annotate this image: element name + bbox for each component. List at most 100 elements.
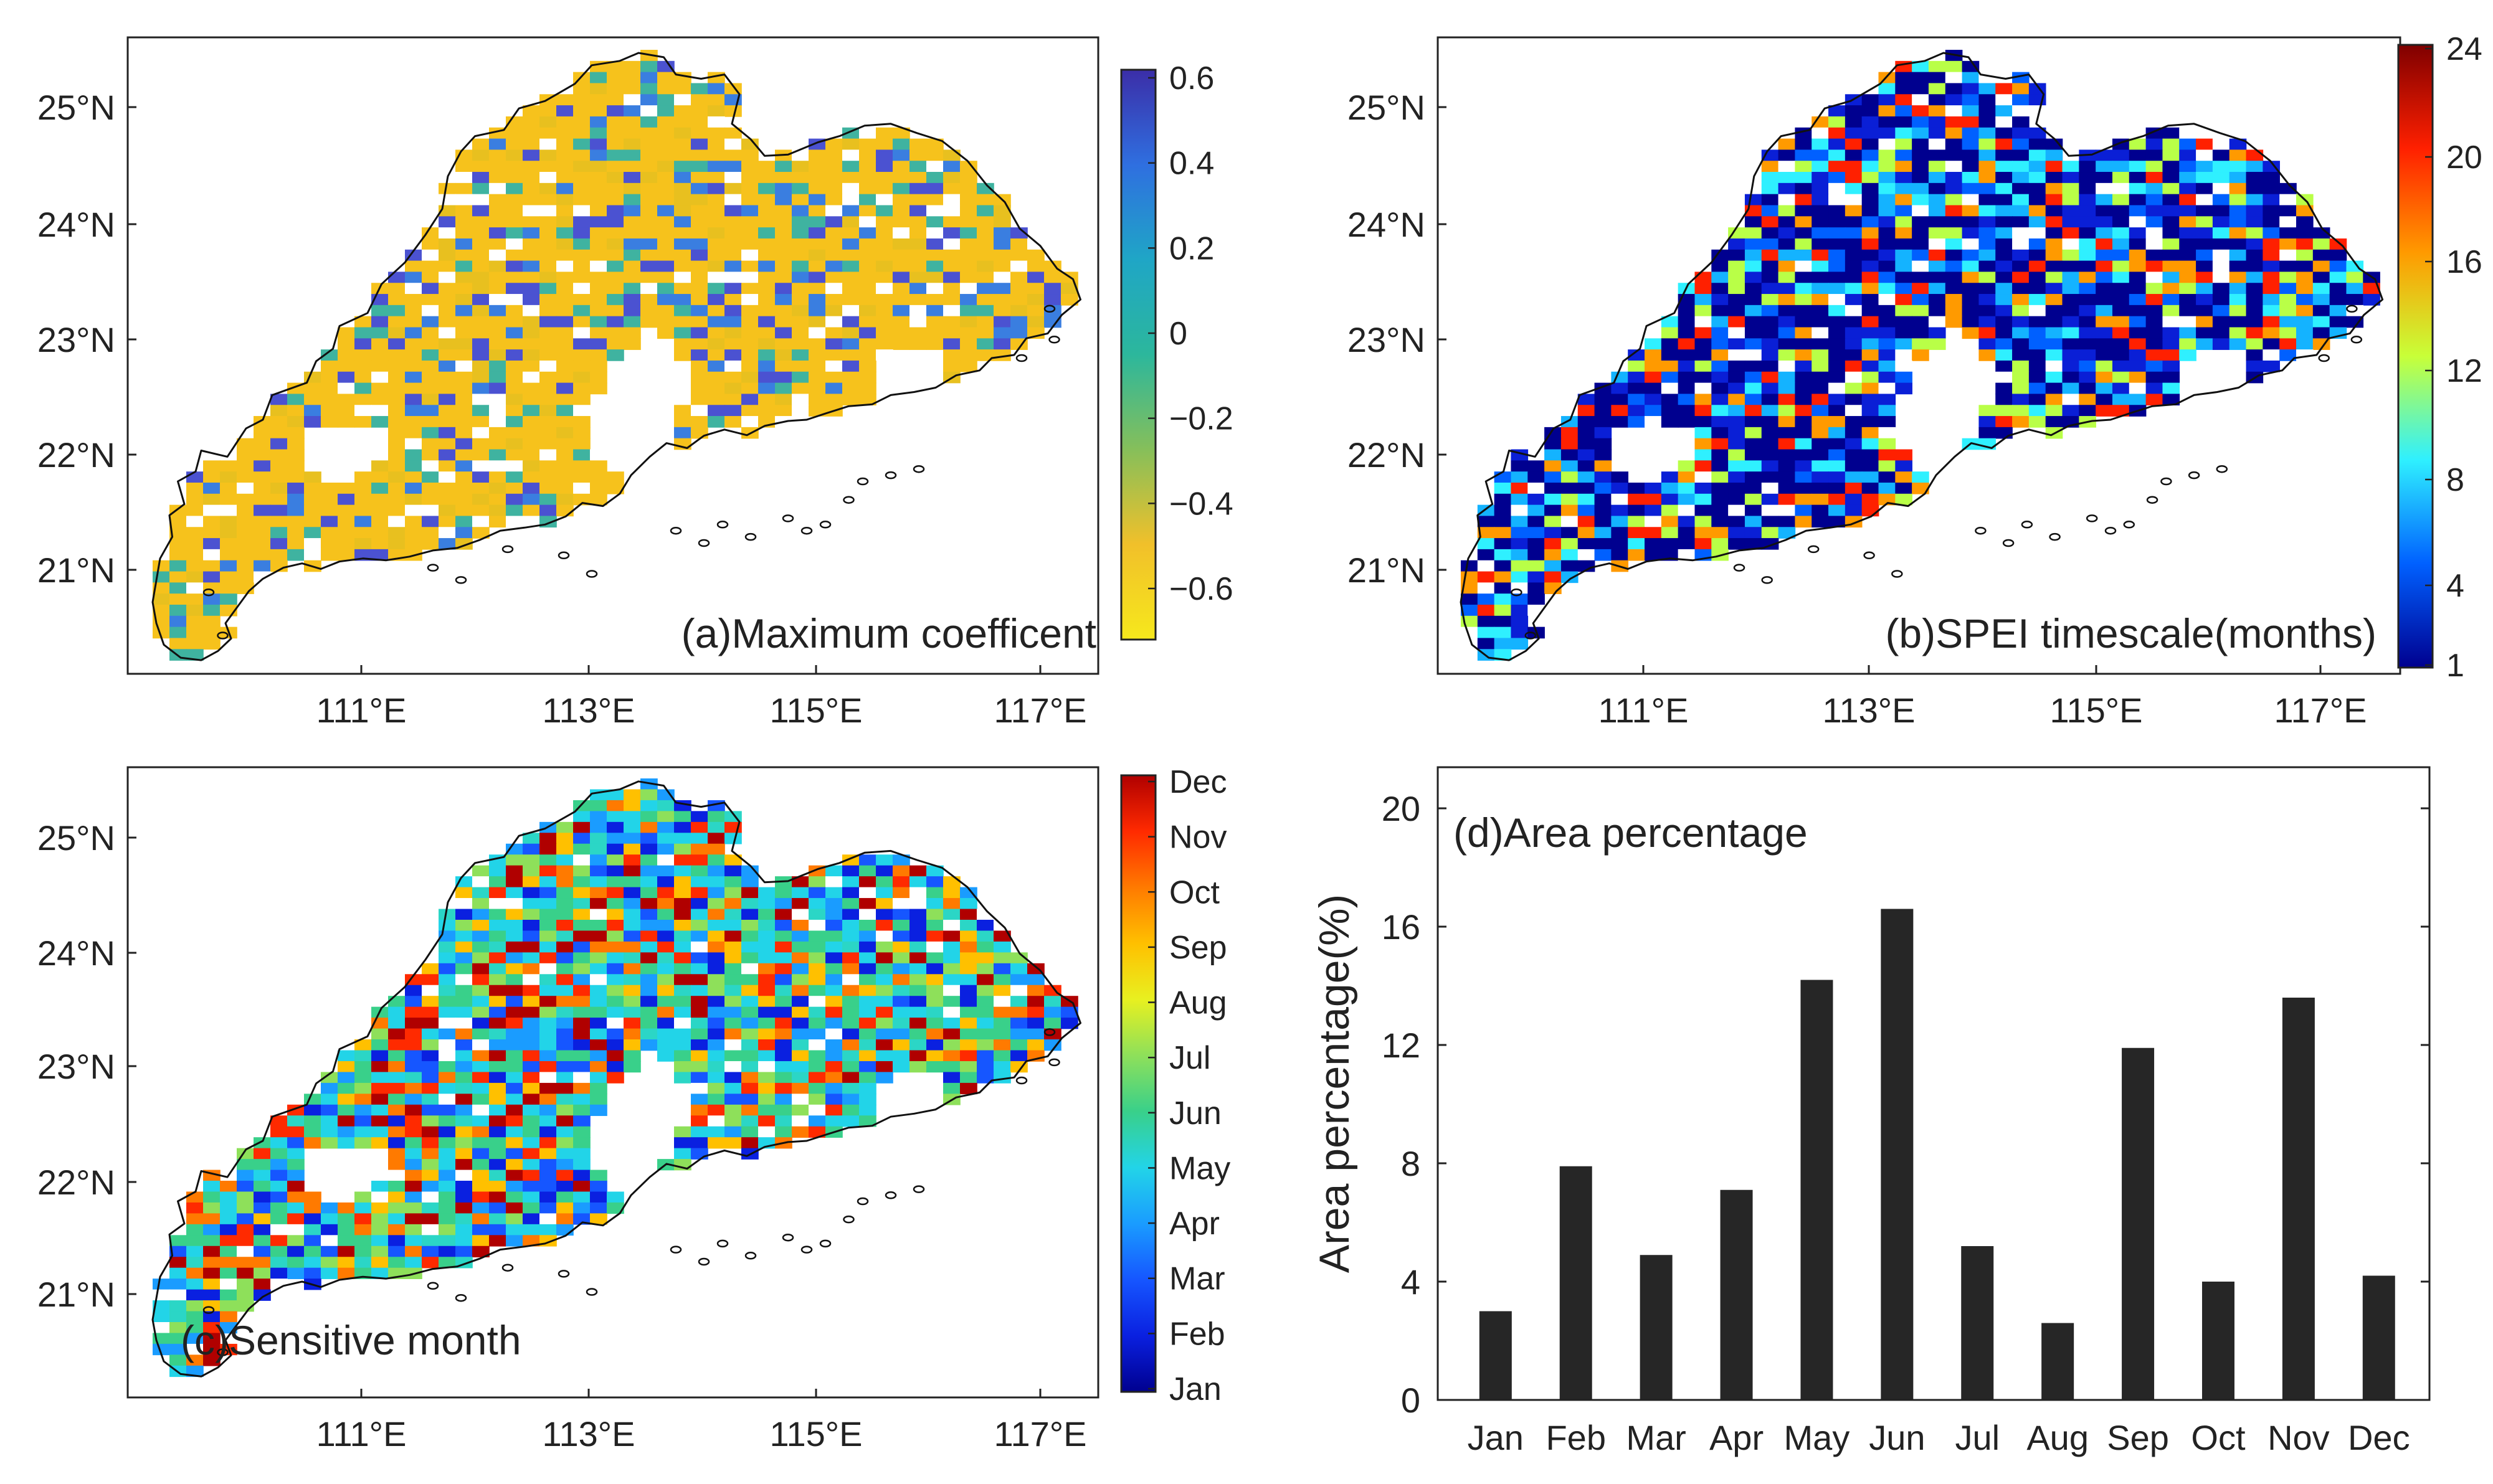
- map-cell: [1527, 571, 1545, 584]
- map-cell: [1795, 272, 1813, 284]
- map-cell: [388, 1018, 406, 1029]
- map-cell: [169, 1257, 187, 1269]
- map-cell: [724, 1039, 742, 1051]
- map-cell: [909, 919, 927, 932]
- map-cell: [657, 294, 675, 306]
- map-cell: [405, 516, 422, 528]
- map-cell: [657, 887, 675, 899]
- map-cell: [2179, 161, 2196, 173]
- map-cell: [439, 1050, 456, 1062]
- map-cell: [472, 260, 490, 273]
- map-cell: [1828, 493, 1846, 506]
- map-cell: [237, 1181, 254, 1193]
- map-cell: [489, 1191, 506, 1203]
- map-cell: [624, 72, 641, 84]
- map-cell: [1845, 216, 1863, 228]
- map-cell: [405, 985, 422, 996]
- map-cell: [2246, 260, 2264, 273]
- map-cell: [724, 260, 742, 273]
- map-cell: [2096, 283, 2113, 295]
- map-cell: [455, 1072, 473, 1084]
- map-cell: [338, 360, 355, 372]
- map-cell: [1995, 394, 2013, 406]
- map-cell: [1828, 172, 1846, 184]
- map-cell: [472, 1148, 490, 1160]
- map-cell: [371, 1028, 389, 1040]
- map-cell: [220, 1278, 237, 1290]
- map-cell: [1945, 238, 1963, 250]
- map-cell: [590, 172, 607, 184]
- map-cell: [1912, 94, 1929, 106]
- map-cell: [186, 504, 204, 517]
- map-cell: [775, 952, 792, 964]
- map-cell: [809, 371, 826, 384]
- map-cell: [220, 482, 237, 494]
- map-cell: [354, 1061, 372, 1073]
- map-cell: [1628, 416, 1645, 428]
- map-cell: [321, 1094, 338, 1105]
- map-cell: [674, 1126, 691, 1138]
- y-tick-label: 8: [1401, 1144, 1420, 1183]
- map-cell: [1778, 493, 1796, 506]
- map-cell: [943, 283, 961, 295]
- map-cell: [489, 305, 506, 317]
- map-cell: [405, 1213, 422, 1225]
- map-cell: [354, 1235, 372, 1247]
- map-cell: [607, 105, 624, 117]
- map-cell: [792, 1082, 809, 1095]
- map-cell: [1577, 394, 1595, 406]
- map-cell: [607, 1202, 624, 1214]
- map-cell: [2329, 305, 2347, 317]
- map-cell: [539, 996, 557, 1008]
- map-cell: [657, 1006, 675, 1018]
- island: [1043, 1028, 1056, 1036]
- map-cell: [893, 161, 910, 173]
- map-cell: [809, 963, 826, 975]
- map-cell: [708, 974, 725, 986]
- map-cell: [1795, 227, 1813, 239]
- map-cell: [640, 789, 658, 801]
- map-cell: [472, 1094, 490, 1105]
- map-cell: [2129, 327, 2147, 339]
- map-cell: [2312, 227, 2330, 239]
- map-cell: [876, 149, 893, 161]
- map-cell: [741, 138, 759, 151]
- map-cell: [220, 504, 237, 517]
- map-cell: [523, 394, 540, 406]
- map-cell: [859, 1072, 876, 1084]
- map-cell: [825, 974, 843, 986]
- map-cell: [2012, 416, 2030, 428]
- map-cell: [724, 327, 742, 339]
- map-cell: [489, 898, 506, 910]
- island: [2049, 532, 2061, 541]
- map-cell: [539, 471, 557, 483]
- map-cell: [1861, 116, 1879, 128]
- map-cell: [2096, 227, 2113, 239]
- map-cell: [1711, 427, 1729, 439]
- map-cell: [304, 538, 321, 550]
- map-cell: [1945, 161, 1963, 173]
- map-cell: [405, 1094, 422, 1105]
- map-cell: [472, 1018, 490, 1029]
- map-cell: [439, 294, 456, 306]
- coastline: [151, 780, 1081, 1378]
- map-cell: [1494, 493, 1512, 506]
- map-cell: [809, 327, 826, 339]
- map-cell: [607, 909, 624, 920]
- map-cell: [2062, 294, 2080, 306]
- map-cell: [556, 1224, 574, 1236]
- island: [1891, 570, 1903, 578]
- map-cell: [1594, 549, 1612, 561]
- map-cell: [741, 249, 759, 262]
- map-cell: [1494, 605, 1512, 617]
- map-cell: [506, 1191, 523, 1203]
- map-cell: [674, 919, 691, 932]
- map-cell: [169, 638, 187, 650]
- map-cell: [1945, 149, 1963, 161]
- map-cell: [220, 460, 237, 472]
- map-cell: [2112, 260, 2130, 273]
- map-cell: [607, 843, 624, 856]
- x-tick-label: Aug: [2026, 1418, 2089, 1457]
- map-cell: [674, 854, 691, 866]
- map-cell: [2263, 338, 2280, 350]
